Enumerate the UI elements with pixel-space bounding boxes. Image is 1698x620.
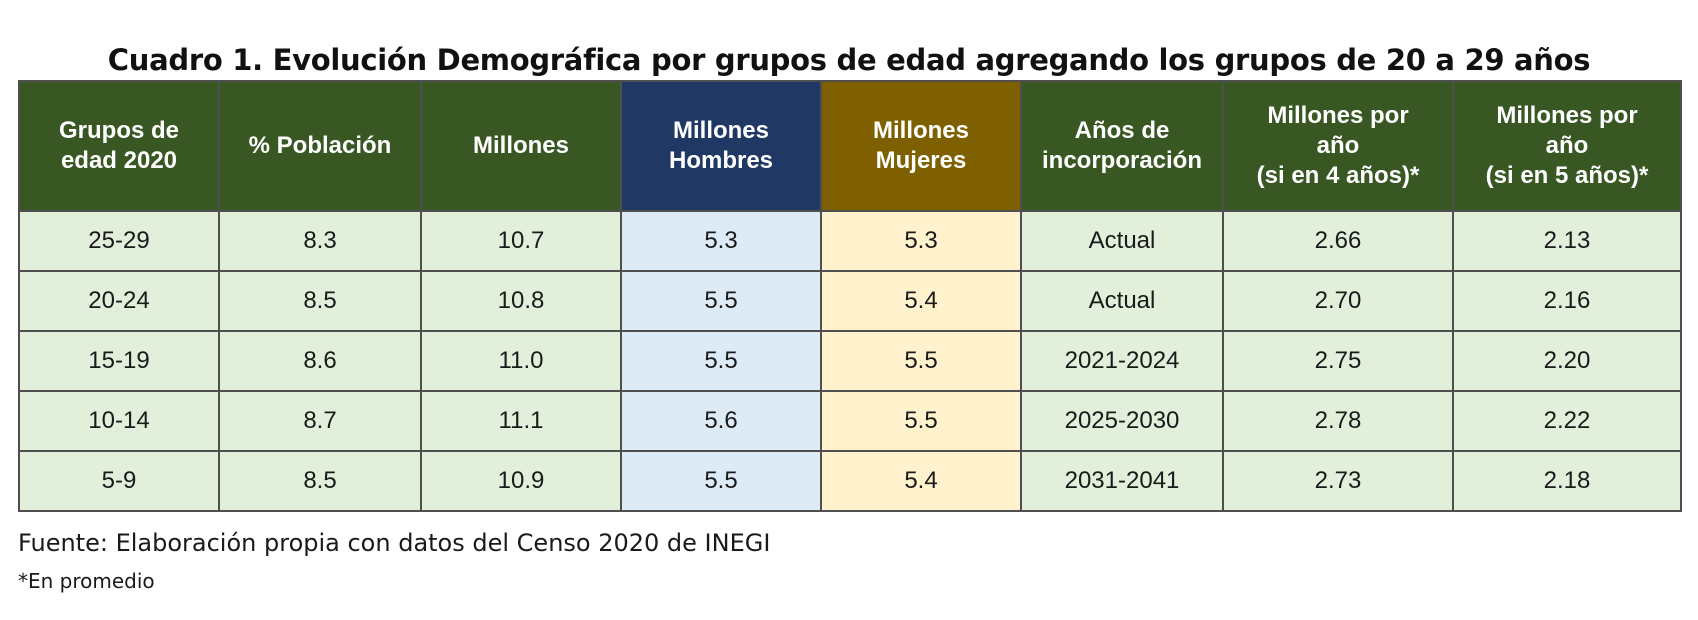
cell-por-ano-5: 2.20 (1452, 330, 1682, 392)
header-millones-por-ano-4: Millones por año (si en 4 años)* (1222, 80, 1454, 212)
cell-incorporacion: 2025-2030 (1020, 390, 1224, 452)
cell-hombres: 5.5 (620, 450, 822, 512)
cell-mujeres: 5.5 (820, 390, 1022, 452)
cell-por-ano-5: 2.13 (1452, 210, 1682, 272)
cell-por-ano-4: 2.66 (1222, 210, 1454, 272)
header-millones-por-ano-5: Millones por año (si en 5 años)* (1452, 80, 1682, 212)
demographic-table: Grupos de edad 2020 % Población Millones… (18, 80, 1682, 512)
cell-incorporacion: 2031-2041 (1020, 450, 1224, 512)
header-row: Grupos de edad 2020 % Población Millones… (18, 80, 1682, 212)
cell-porcentaje: 8.7 (218, 390, 422, 452)
cell-millones: 10.7 (420, 210, 622, 272)
cell-por-ano-4: 2.73 (1222, 450, 1454, 512)
cell-millones: 11.0 (420, 330, 622, 392)
header-anos-incorporacion: Años de incorporación (1020, 80, 1224, 212)
table-row: 25-29 8.3 10.7 5.3 5.3 Actual 2.66 2.13 (18, 210, 1682, 272)
cell-millones: 10.9 (420, 450, 622, 512)
cell-incorporacion: Actual (1020, 210, 1224, 272)
cell-incorporacion: Actual (1020, 270, 1224, 332)
cell-hombres: 5.3 (620, 210, 822, 272)
cell-mujeres: 5.4 (820, 270, 1022, 332)
cell-millones: 11.1 (420, 390, 622, 452)
cell-mujeres: 5.5 (820, 330, 1022, 392)
header-porcentaje-poblacion: % Población (218, 80, 422, 212)
header-millones-hombres: Millones Hombres (620, 80, 822, 212)
cell-incorporacion: 2021-2024 (1020, 330, 1224, 392)
cell-porcentaje: 8.5 (218, 270, 422, 332)
cell-por-ano-5: 2.18 (1452, 450, 1682, 512)
cell-hombres: 5.5 (620, 330, 822, 392)
cell-grupo-edad: 25-29 (18, 210, 220, 272)
cell-grupo-edad: 10-14 (18, 390, 220, 452)
header-millones-mujeres: Millones Mujeres (820, 80, 1022, 212)
header-millones: Millones (420, 80, 622, 212)
cell-millones: 10.8 (420, 270, 622, 332)
table-row: 5-9 8.5 10.9 5.5 5.4 2031-2041 2.73 2.18 (18, 450, 1682, 512)
table-row: 15-19 8.6 11.0 5.5 5.5 2021-2024 2.75 2.… (18, 330, 1682, 392)
footnote: *En promedio (18, 569, 155, 593)
cell-por-ano-5: 2.16 (1452, 270, 1682, 332)
cell-grupo-edad: 5-9 (18, 450, 220, 512)
cell-por-ano-5: 2.22 (1452, 390, 1682, 452)
cell-por-ano-4: 2.78 (1222, 390, 1454, 452)
cell-mujeres: 5.3 (820, 210, 1022, 272)
cell-porcentaje: 8.6 (218, 330, 422, 392)
table-row: 20-24 8.5 10.8 5.5 5.4 Actual 2.70 2.16 (18, 270, 1682, 332)
cell-grupo-edad: 15-19 (18, 330, 220, 392)
source-note: Fuente: Elaboración propia con datos del… (18, 529, 771, 557)
cell-hombres: 5.5 (620, 270, 822, 332)
cell-hombres: 5.6 (620, 390, 822, 452)
header-grupos-edad: Grupos de edad 2020 (18, 80, 220, 212)
table-row: 10-14 8.7 11.1 5.6 5.5 2025-2030 2.78 2.… (18, 390, 1682, 452)
cell-mujeres: 5.4 (820, 450, 1022, 512)
cell-por-ano-4: 2.70 (1222, 270, 1454, 332)
table-title: Cuadro 1. Evolución Demográfica por grup… (107, 43, 1591, 77)
cell-grupo-edad: 20-24 (18, 270, 220, 332)
cell-porcentaje: 8.5 (218, 450, 422, 512)
cell-porcentaje: 8.3 (218, 210, 422, 272)
cell-por-ano-4: 2.75 (1222, 330, 1454, 392)
